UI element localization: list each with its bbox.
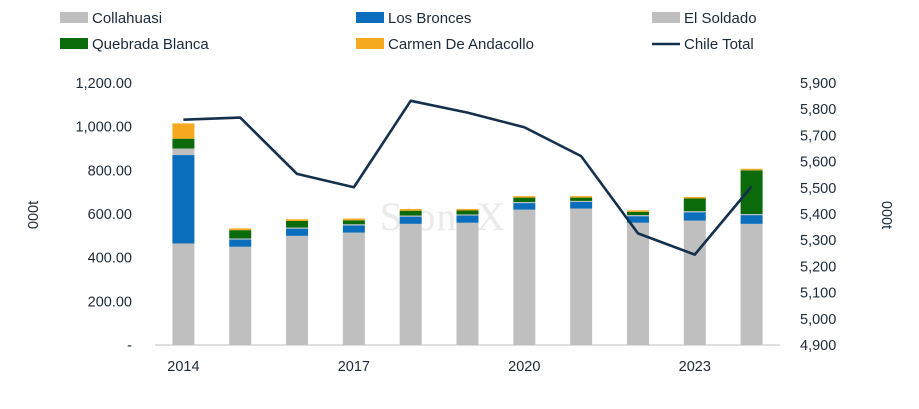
bar-carmen-de-andacollo-2016 xyxy=(286,219,309,221)
bar-quebrada-blanca-2019 xyxy=(456,210,479,215)
bar-collahuasi-2015 xyxy=(229,246,252,345)
bar-el-soldado-2022 xyxy=(626,215,649,217)
x-tick-label: 2023 xyxy=(679,359,711,375)
legend-label-el-soldado: El Soldado xyxy=(684,10,757,27)
bar-el-soldado-2023 xyxy=(683,211,706,213)
bar-el-soldado-2024 xyxy=(740,214,763,216)
bar-el-soldado-2014 xyxy=(172,148,195,156)
bar-layer xyxy=(172,123,763,345)
left-tick-label: 600.00 xyxy=(88,207,132,223)
bar-carmen-de-andacollo-2021 xyxy=(570,196,593,198)
bar-quebrada-blanca-2016 xyxy=(286,220,309,228)
bar-collahuasi-2020 xyxy=(513,209,536,345)
legend-label-quebrada-blanca: Quebrada Blanca xyxy=(92,36,209,53)
bar-los-bronces-2021 xyxy=(570,201,593,209)
bar-los-bronces-2015 xyxy=(229,239,252,247)
right-tick-label: 5,600 xyxy=(800,155,836,171)
bar-carmen-de-andacollo-2022 xyxy=(626,210,649,212)
right-tick-label: 5,700 xyxy=(800,128,836,144)
bar-los-bronces-2019 xyxy=(456,215,479,223)
bar-el-soldado-2019 xyxy=(456,214,479,216)
legend-swatch-carmen-de-andacollo xyxy=(356,38,384,49)
bar-quebrada-blanca-2018 xyxy=(399,210,422,216)
bar-collahuasi-2024 xyxy=(740,223,763,345)
right-axis-title: 000t xyxy=(878,201,894,229)
legend-swatch-quebrada-blanca xyxy=(60,38,88,49)
left-tick-label: - xyxy=(127,338,132,354)
line-layer xyxy=(183,99,753,256)
bar-el-soldado-2021 xyxy=(570,200,593,202)
bar-quebrada-blanca-2022 xyxy=(626,211,649,216)
x-tick-label: 2020 xyxy=(508,359,540,375)
right-tick-label: 4,900 xyxy=(800,338,836,354)
bar-el-soldado-2020 xyxy=(513,201,536,204)
legend-label-chile-total: Chile Total xyxy=(684,36,754,53)
right-tick-label: 5,300 xyxy=(800,233,836,249)
legend-swatch-los-bronces xyxy=(356,12,384,23)
left-tick-label: 1,200.00 xyxy=(76,76,132,92)
bar-carmen-de-andacollo-2023 xyxy=(683,196,706,199)
right-tick-label: 5,000 xyxy=(800,312,836,328)
right-tick-label: 5,800 xyxy=(800,102,836,118)
left-axis-title: 000t xyxy=(26,201,42,229)
right-tick-label: 5,400 xyxy=(800,207,836,223)
bar-el-soldado-2018 xyxy=(399,215,422,217)
bar-collahuasi-2021 xyxy=(570,208,593,345)
bar-carmen-de-andacollo-2024 xyxy=(740,168,763,171)
bar-carmen-de-andacollo-2015 xyxy=(229,228,252,231)
bar-quebrada-blanca-2014 xyxy=(172,138,195,149)
legend-label-collahuasi: Collahuasi xyxy=(92,10,162,27)
bar-carmen-de-andacollo-2014 xyxy=(172,123,195,139)
x-tick-label: 2014 xyxy=(167,359,199,375)
bar-quebrada-blanca-2015 xyxy=(229,230,252,239)
bar-los-bronces-2014 xyxy=(172,155,195,244)
bar-los-bronces-2023 xyxy=(683,212,706,221)
bar-quebrada-blanca-2020 xyxy=(513,197,536,202)
bar-los-bronces-2018 xyxy=(399,216,422,224)
bar-los-bronces-2017 xyxy=(342,225,365,233)
right-tick-label: 5,500 xyxy=(800,181,836,197)
bar-carmen-de-andacollo-2018 xyxy=(399,208,422,211)
legend-swatch-collahuasi xyxy=(60,12,88,23)
right-tick-label: 5,200 xyxy=(800,259,836,275)
bar-quebrada-blanca-2023 xyxy=(683,198,706,212)
bar-collahuasi-2017 xyxy=(342,232,365,345)
bar-el-soldado-2017 xyxy=(342,224,365,226)
bar-carmen-de-andacollo-2020 xyxy=(513,196,536,198)
bar-el-soldado-2016 xyxy=(286,227,309,229)
right-tick-label: 5,100 xyxy=(800,286,836,302)
bar-los-bronces-2020 xyxy=(513,203,536,210)
legend-label-los-bronces: Los Bronces xyxy=(388,10,471,27)
axes: - 200.00 400.00 600.00 800.00 1,000.00 1,200.0… xyxy=(26,76,894,375)
left-tick-label: 200.00 xyxy=(88,294,132,310)
left-tick-label: 400.00 xyxy=(88,251,132,267)
right-tick-label: 5,900 xyxy=(800,76,836,92)
bar-los-bronces-2022 xyxy=(626,216,649,223)
x-tick-label: 2017 xyxy=(338,359,370,375)
bar-collahuasi-2018 xyxy=(399,223,422,345)
legend: Collahuasi Los Bronces El Soldado Quebrada … xyxy=(60,10,757,53)
bar-quebrada-blanca-2017 xyxy=(342,220,365,225)
bar-los-bronces-2016 xyxy=(286,228,309,236)
bar-collahuasi-2023 xyxy=(683,220,706,345)
bar-quebrada-blanca-2024 xyxy=(740,170,763,214)
bar-los-bronces-2024 xyxy=(740,215,763,224)
legend-label-carmen-de-andacollo: Carmen De Andacollo xyxy=(388,36,534,53)
bar-el-soldado-2015 xyxy=(229,238,252,240)
left-tick-label: 1,000.00 xyxy=(76,120,132,136)
left-tick-label: 800.00 xyxy=(88,163,132,179)
bar-carmen-de-andacollo-2017 xyxy=(342,218,365,221)
bar-quebrada-blanca-2021 xyxy=(570,197,593,201)
watermark: StoneX xyxy=(380,194,506,239)
bar-collahuasi-2019 xyxy=(456,222,479,345)
bar-collahuasi-2022 xyxy=(626,222,649,345)
bar-carmen-de-andacollo-2019 xyxy=(456,208,479,211)
bar-collahuasi-2016 xyxy=(286,235,309,345)
bar-collahuasi-2014 xyxy=(172,243,195,345)
legend-swatch-el-soldado xyxy=(652,12,680,23)
